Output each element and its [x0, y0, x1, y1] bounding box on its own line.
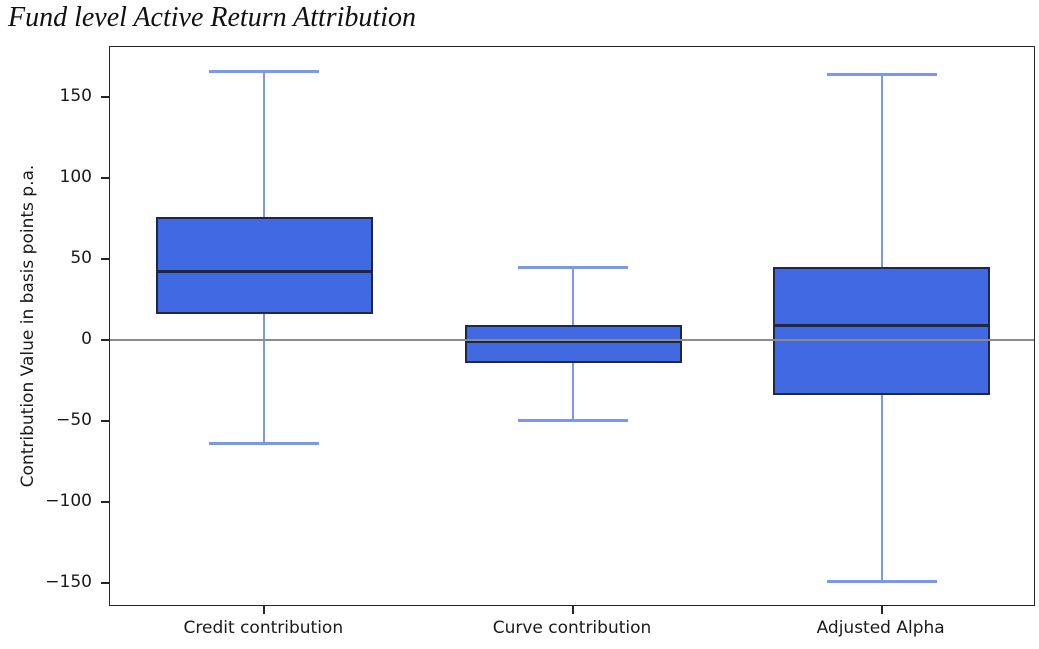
- chart-title: Fund level Active Return Attribution: [8, 2, 416, 33]
- y-tick-label: 50: [70, 248, 92, 269]
- x-tick-mark: [263, 605, 266, 614]
- plot-area: [101, 46, 1035, 614]
- iqr-box: [155, 216, 373, 315]
- upper-whisker-line: [263, 71, 266, 217]
- x-tick-label: Curve contribution: [492, 618, 652, 638]
- x-tick-mark: [880, 605, 883, 614]
- x-tick-mark: [572, 605, 574, 614]
- y-tick-mark: [101, 419, 109, 422]
- median-line: [464, 340, 682, 344]
- y-tick-mark: [101, 258, 109, 261]
- y-tick-mark: [101, 581, 109, 584]
- x-tick-label: Adjusted Alpha: [816, 618, 945, 638]
- x-tick-label: Credit contribution: [183, 618, 344, 638]
- y-tick-mark: [101, 177, 109, 180]
- y-tick-label: −150: [45, 571, 92, 592]
- lower-whisker-line: [880, 394, 883, 582]
- y-axis-label: Contribution Value in basis points p.a.: [18, 164, 38, 488]
- lower-whisker-line: [263, 314, 266, 444]
- upper-whisker-cap: [826, 73, 937, 76]
- iqr-box: [464, 325, 682, 363]
- upper-whisker-line: [572, 267, 574, 326]
- lower-whisker-line: [572, 362, 574, 421]
- y-tick-label: −100: [45, 490, 92, 511]
- lower-whisker-cap: [209, 442, 320, 446]
- lower-whisker-cap: [826, 579, 937, 583]
- y-tick-mark: [101, 500, 109, 503]
- y-tick-mark: [101, 338, 109, 341]
- y-tick-label: 150: [59, 86, 92, 107]
- iqr-box: [773, 267, 991, 395]
- y-tick-mark: [101, 96, 109, 99]
- median-line: [773, 323, 991, 327]
- lower-whisker-cap: [518, 419, 628, 423]
- y-tick-label: 0: [81, 328, 92, 349]
- upper-whisker-cap: [209, 69, 320, 73]
- upper-whisker-line: [880, 74, 883, 268]
- median-line: [155, 270, 373, 274]
- upper-whisker-cap: [518, 265, 628, 269]
- zero-reference-line: [110, 338, 1034, 341]
- y-tick-label: 100: [59, 167, 92, 188]
- y-tick-label: −50: [56, 409, 92, 430]
